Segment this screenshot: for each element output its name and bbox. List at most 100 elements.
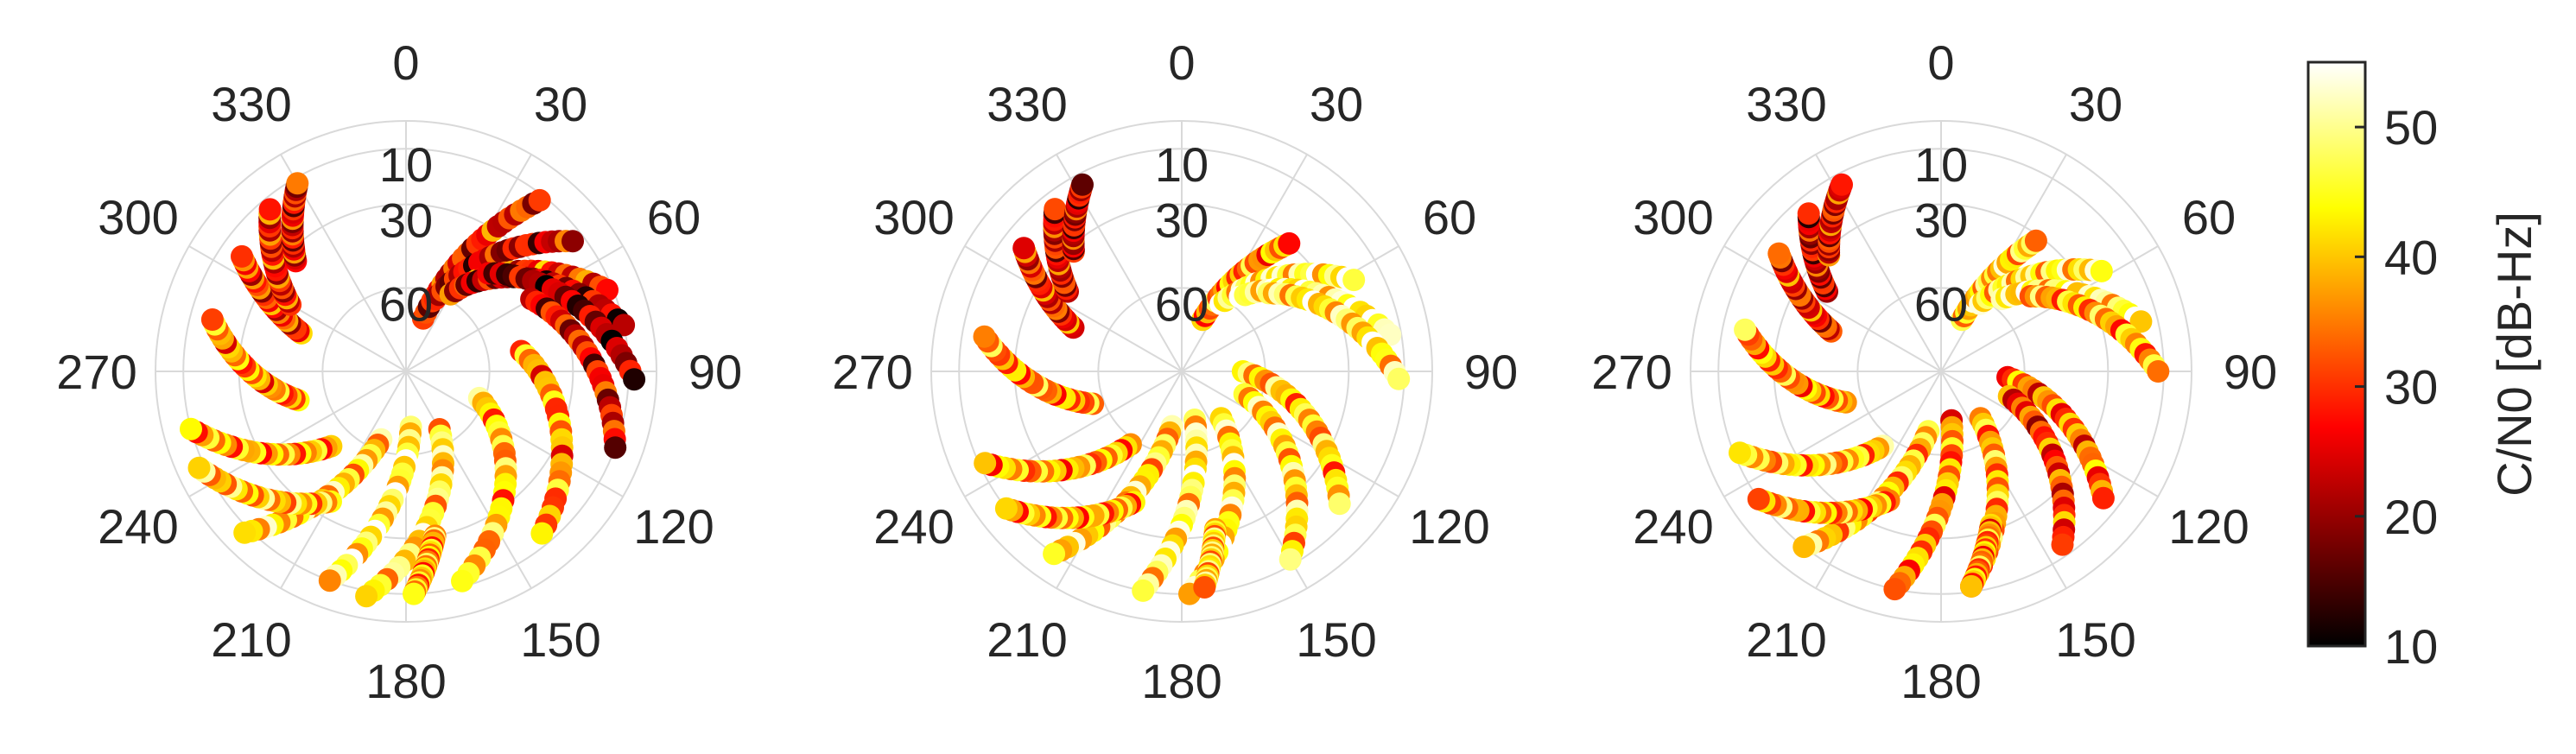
data-point [233,521,257,544]
colorbar-label: C/N0 [dB-Hz] [2487,212,2541,497]
data-point [973,325,996,348]
grid-spoke [405,245,624,372]
theta-tick-label: 270 [56,345,136,399]
data-point [1830,173,1853,196]
data-point [231,244,253,268]
theta-tick-label: 210 [1746,612,1826,667]
data-point [1767,242,1791,265]
colorbar-tick-label: 10 [2384,619,2438,674]
data-point [180,417,202,440]
data-point [994,497,1018,520]
r-tick-label: 10 [1914,137,1968,192]
data-point [1960,574,1983,598]
data-point [1043,542,1066,566]
data-point [1328,492,1351,516]
data-markers [180,172,646,608]
theta-tick-label: 180 [1900,654,1981,708]
r-tick-label: 30 [1914,193,1968,248]
grid-spoke [1181,245,1399,372]
data-markers [973,173,1411,605]
data-point [355,585,378,608]
grid-spoke [405,371,532,589]
data-point [318,569,341,592]
theta-tick-label: 240 [873,499,954,554]
theta-tick-label: 240 [98,499,178,554]
data-point [2051,533,2074,556]
colorbar-tick-label: 20 [2384,490,2438,544]
theta-tick-label: 270 [1591,345,1672,399]
theta-tick-label: 180 [1141,654,1221,708]
theta-tick-label: 330 [987,77,1067,131]
theta-tick-label: 300 [873,190,954,244]
grid-spoke [1815,371,1942,589]
data-point [1278,231,1301,255]
r-tick-label: 30 [379,193,433,248]
colorbar-tick-label: 40 [2384,230,2438,284]
data-point [258,198,282,221]
r-tick-label: 60 [379,276,433,331]
data-point [2090,259,2113,282]
data-point [530,522,554,545]
theta-tick-label: 120 [633,499,714,554]
polar-plots: 0306090120150180210240270300330103060030… [56,35,2277,708]
theta-tick-label: 60 [1423,190,1476,244]
data-point [1734,318,1757,341]
r-tick-label: 60 [1914,276,1968,331]
data-point [1193,576,1216,599]
theta-tick-label: 120 [2168,499,2249,554]
r-tick-label: 10 [379,137,433,192]
theta-tick-label: 180 [365,654,446,708]
data-point [451,569,473,592]
theta-tick-label: 300 [1633,190,1713,244]
theta-tick-label: 150 [2055,612,2135,667]
data-point [2024,229,2047,252]
data-point [562,230,584,253]
data-point [1342,269,1366,292]
data-point [1012,237,1036,260]
data-point [528,188,551,212]
theta-tick-label: 90 [1464,345,1518,399]
data-point [187,456,211,479]
data-point [286,172,309,195]
colorbar: 10 20 30 40 50 C/N0 [dB-Hz] [2306,60,2541,674]
data-point [200,308,224,331]
theta-tick-label: 90 [2224,345,2277,399]
theta-tick-label: 30 [2069,77,2122,131]
data-point [1132,579,1155,602]
theta-tick-label: 210 [987,612,1067,667]
data-point [403,582,425,605]
data-point [1071,173,1094,196]
data-point [1792,535,1816,559]
theta-tick-label: 0 [1927,35,1954,90]
colorbar-tick-label: 30 [2384,360,2438,415]
theta-tick-label: 330 [211,77,291,131]
data-point [1278,548,1302,571]
data-markers [1729,173,2170,601]
grid-spoke [964,245,1183,372]
r-tick-label: 30 [1155,193,1209,248]
data-point [974,452,997,475]
theta-tick-label: 60 [647,190,701,244]
data-point [1883,578,1907,601]
theta-tick-label: 210 [211,612,291,667]
colorbar-gradient [2306,60,2367,648]
data-point [612,314,636,337]
data-point [604,436,627,459]
r-tick-label: 60 [1155,276,1209,331]
data-point [2091,486,2115,510]
colorbar-ticks: 10 20 30 40 50 [2355,100,2438,674]
r-tick-label: 10 [1155,137,1209,192]
theta-tick-label: 270 [832,345,912,399]
colorbar-tick-label: 50 [2384,100,2438,155]
data-point [1747,487,1770,510]
data-point [1797,202,1820,225]
data-point [623,368,646,391]
theta-tick-label: 60 [2182,190,2236,244]
data-point [1044,198,1067,221]
theta-tick-label: 240 [1633,499,1713,554]
theta-tick-label: 330 [1746,77,1826,131]
